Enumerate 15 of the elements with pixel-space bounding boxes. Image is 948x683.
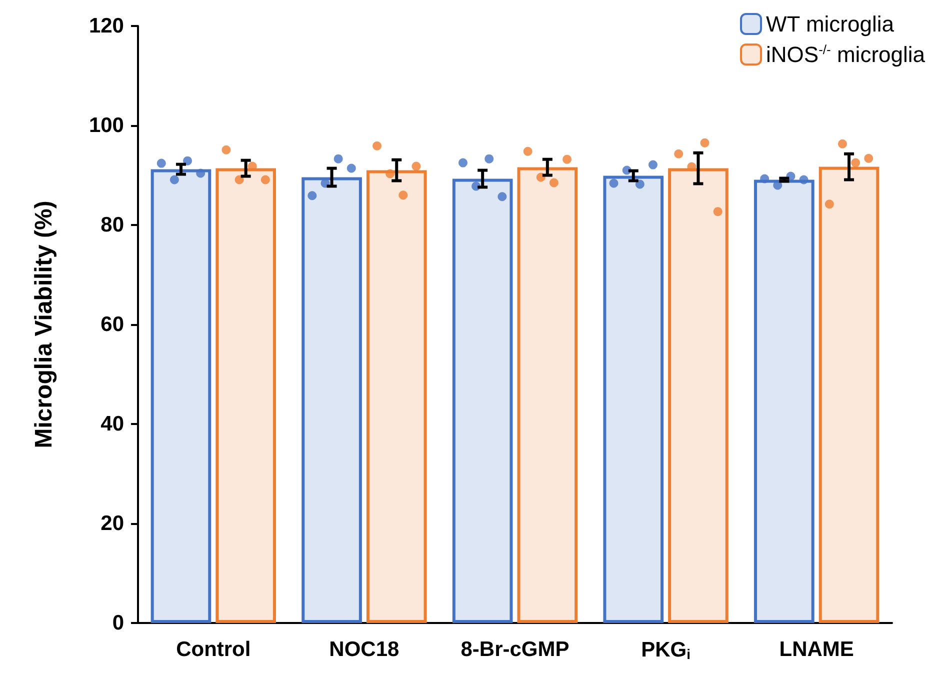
- y-tick-label: 100: [88, 114, 124, 137]
- y-tick-label: 40: [100, 412, 124, 436]
- y-tick-label: 120: [88, 14, 124, 38]
- y-axis-title: Microglia Viability (%): [30, 200, 58, 448]
- y-tick-label: 60: [100, 313, 124, 336]
- x-tick-label: LNAME: [779, 638, 854, 661]
- y-tick-label: 80: [100, 214, 124, 236]
- legend-label: WT microglia: [766, 12, 895, 36]
- x-tick-label: Control: [176, 638, 251, 661]
- y-tick-label: 0: [112, 612, 124, 634]
- legend-label: iNOS-/- microglia: [766, 42, 926, 67]
- x-tick-label: NOC18: [329, 638, 400, 661]
- x-tick-label: 8-Br-cGMP: [460, 638, 570, 661]
- y-tick-label: 20: [100, 512, 124, 535]
- x-tick-label: PKGi: [641, 638, 690, 662]
